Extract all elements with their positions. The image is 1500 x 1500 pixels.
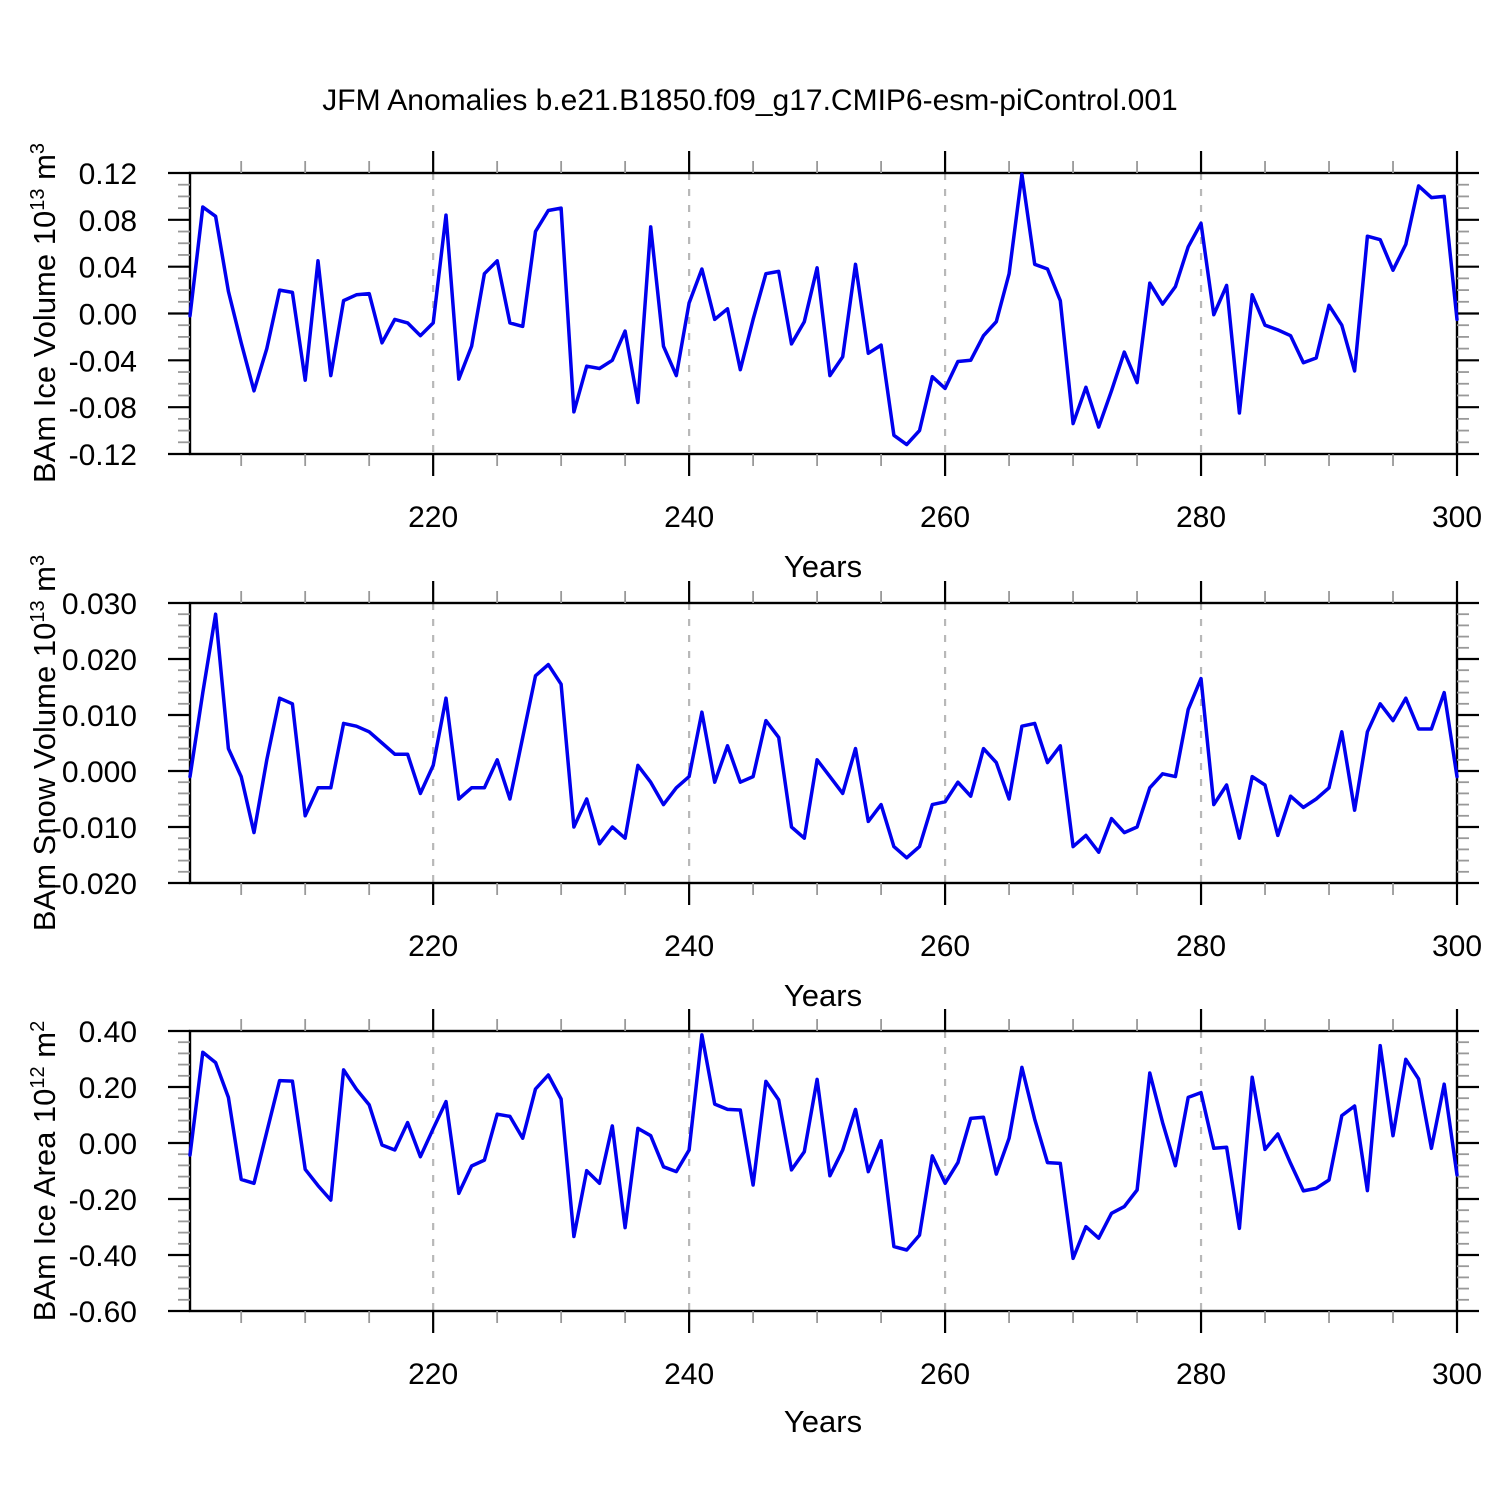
x-tick-label: 280	[1176, 1358, 1226, 1391]
y-tick-label: -0.12	[69, 439, 137, 472]
x-axis-title-years-3: Years	[783, 1404, 863, 1439]
ticks: 220 240 260 280 300 -0.60 -0.40 -0.20 0.00 0.20 0.…	[69, 1009, 1482, 1391]
gridlines	[432, 1031, 1203, 1311]
series-line-bam-ice-volume	[188, 172, 1459, 447]
x-tick-label: 280	[1176, 930, 1226, 963]
y-tick-label: 0.030	[62, 588, 137, 621]
y-tick-label: 0.04	[79, 252, 137, 285]
x-tick-label: 300	[1432, 1358, 1482, 1391]
y-tick-label: 0.12	[79, 158, 137, 191]
panel-bam-ice-area: 220 240 260 280 300 -0.60 -0.40 -0.20 0.00 0.20 0.…	[69, 1009, 1482, 1391]
x-tick-label: 260	[920, 1358, 970, 1391]
y-tick-label: -0.40	[69, 1240, 137, 1273]
y-axis-title-unit-exponent: 3	[26, 142, 49, 155]
y-tick-label: -0.020	[52, 868, 137, 901]
y-axis-title-unit: m	[27, 154, 63, 189]
gridlines	[432, 603, 1203, 883]
x-tick-label: 240	[664, 930, 714, 963]
x-axis-title-years-2: Years	[783, 978, 863, 1013]
y-axis-title-ice-area: BAm Ice Area 1012 m2	[27, 1021, 63, 1321]
y-axis-title-unit-exponent: 3	[26, 554, 49, 566]
y-tick-label: -0.010	[52, 812, 137, 845]
y-tick-label: 0.000	[62, 756, 137, 789]
x-tick-label: 300	[1432, 930, 1482, 963]
y-tick-label: 0.20	[79, 1072, 137, 1105]
series-line-bam-ice-area	[188, 1033, 1459, 1261]
y-axis-title-unit: m	[27, 565, 63, 601]
x-tick-label: 220	[408, 930, 458, 963]
x-axis-title-years-1: Years	[783, 549, 863, 584]
y-axis-title-exponent: 12	[26, 1066, 49, 1089]
y-tick-label: -0.60	[69, 1296, 137, 1329]
y-axis-title-unit-exponent: 2	[26, 1020, 49, 1032]
x-tick-label: 280	[1176, 501, 1226, 534]
y-tick-label: 0.010	[62, 700, 137, 733]
x-tick-label: 220	[408, 501, 458, 534]
figure-title: JFM Anomalies b.e21.B1850.f09_g17.CMIP6-…	[322, 84, 1178, 117]
x-tick-label: 300	[1432, 501, 1482, 534]
y-axis-title-snow-volume: BAm Snow Volume 1013 m3	[27, 555, 63, 931]
y-tick-label: 0.020	[62, 644, 137, 677]
gridlines	[432, 173, 1203, 454]
panel-bam-ice-volume: 220 240 260 280 300 -0.12 -0.08 -0.04 0.00 0.04 0.…	[69, 151, 1482, 534]
y-tick-label: -0.04	[69, 345, 137, 378]
panel-bam-snow-volume: 220 240 260 280 300 -0.020 -0.010 0.000 0.010 0.0…	[52, 581, 1482, 963]
y-axis-title-unit: m	[27, 1031, 63, 1067]
y-tick-label: 0.00	[79, 299, 137, 332]
x-tick-label: 240	[664, 501, 714, 534]
plot-frame	[188, 601, 1459, 885]
x-tick-label: 260	[920, 930, 970, 963]
y-axis-title-exponent: 13	[26, 600, 49, 623]
y-tick-label: -0.20	[69, 1184, 137, 1217]
x-tick-label: 220	[408, 1358, 458, 1391]
y-tick-label: 0.08	[79, 205, 137, 238]
y-axis-title-text: BAm Ice Area 10	[27, 1088, 63, 1322]
ticks: 220 240 260 280 300 -0.12 -0.08 -0.04 0.00 0.04 0.…	[69, 151, 1482, 534]
y-tick-label: 0.00	[79, 1128, 137, 1161]
y-tick-label: -0.08	[69, 392, 137, 425]
plot-frame	[188, 1029, 1459, 1313]
y-axis-title-text: BAm Snow Volume 10	[27, 622, 63, 932]
x-tick-label: 260	[920, 501, 970, 534]
series-line-bam-snow-volume	[188, 612, 1459, 860]
x-tick-label: 240	[664, 1358, 714, 1391]
y-axis-title-exponent: 13	[26, 188, 49, 211]
y-axis-title-ice-volume: BAm Ice Volume 1013 m3	[27, 143, 63, 483]
y-axis-title-text: BAm Ice Volume 10	[27, 210, 63, 484]
ticks: 220 240 260 280 300 -0.020 -0.010 0.000 0.010 0.0…	[52, 581, 1482, 963]
y-tick-label: 0.40	[79, 1016, 137, 1049]
